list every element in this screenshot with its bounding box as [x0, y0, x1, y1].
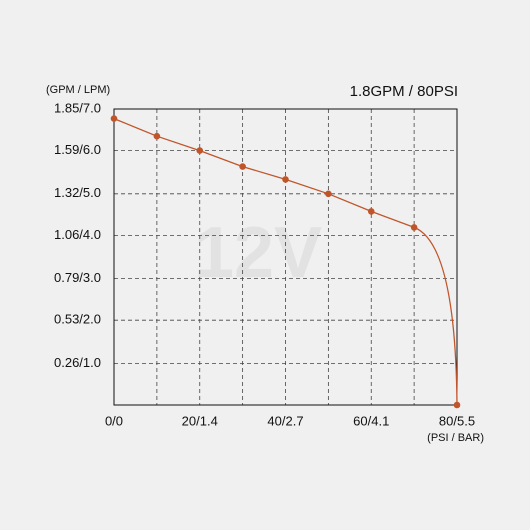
chart-title: 1.8GPM / 80PSI	[350, 83, 458, 100]
x-tick-label: 40/2.7	[267, 413, 303, 428]
data-point	[453, 401, 461, 409]
y-tick-label: 0.26/1.0	[54, 355, 101, 370]
plot-border	[113, 108, 458, 406]
data-point	[282, 176, 289, 183]
y-axis-label: (GPM / LPM)	[46, 84, 110, 96]
y-tick-label: 1.06/4.0	[54, 227, 101, 242]
x-axis-label: (PSI / BAR)	[427, 432, 484, 444]
x-tick-label: 20/1.4	[182, 413, 218, 428]
data-point	[325, 190, 332, 198]
data-point	[196, 147, 204, 154]
watermark: 12V	[194, 213, 322, 293]
y-tick-label: 1.32/5.0	[54, 185, 101, 200]
y-tick-label: 1.59/6.0	[54, 142, 101, 157]
data-point	[239, 163, 246, 170]
y-tick-label: 0.79/3.0	[54, 270, 101, 285]
x-tick-label: 80/5.5	[439, 413, 475, 428]
y-tick-label: 1.85/7.0	[54, 100, 101, 115]
y-tick-label: 0.53/2.0	[54, 312, 101, 327]
data-point	[410, 224, 418, 231]
x-tick-label: 60/4.1	[353, 413, 389, 428]
data-point	[153, 132, 161, 140]
x-tick-label: 0/0	[105, 413, 123, 428]
data-point	[367, 208, 375, 215]
data-point	[110, 115, 118, 122]
